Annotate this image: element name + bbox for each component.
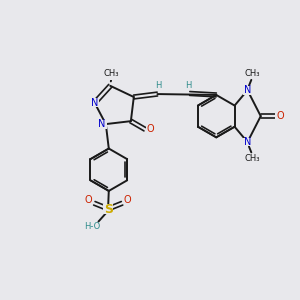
Text: H: H bbox=[185, 81, 191, 90]
Bar bbox=[243, 86, 252, 94]
Text: N: N bbox=[91, 98, 98, 108]
Bar bbox=[85, 196, 94, 205]
Text: N: N bbox=[244, 85, 251, 95]
Bar bbox=[243, 138, 252, 146]
Bar bbox=[123, 196, 131, 205]
Text: H-O: H-O bbox=[84, 222, 100, 231]
Text: N: N bbox=[98, 119, 105, 129]
Bar bbox=[275, 112, 284, 121]
Text: O: O bbox=[85, 195, 93, 205]
Text: N: N bbox=[244, 137, 251, 147]
Text: CH₃: CH₃ bbox=[244, 154, 260, 164]
Bar bbox=[154, 82, 161, 89]
Bar bbox=[103, 204, 113, 214]
Bar bbox=[146, 125, 154, 134]
Text: O: O bbox=[147, 124, 154, 134]
Text: O: O bbox=[124, 195, 131, 205]
Bar bbox=[90, 98, 99, 107]
Text: CH₃: CH₃ bbox=[104, 69, 119, 78]
Bar bbox=[185, 82, 192, 90]
Text: O: O bbox=[277, 111, 284, 121]
Text: H: H bbox=[155, 81, 161, 90]
Text: CH₃: CH₃ bbox=[244, 69, 260, 78]
Text: S: S bbox=[104, 203, 113, 216]
Bar bbox=[104, 71, 116, 80]
Bar bbox=[83, 222, 98, 230]
Bar bbox=[98, 120, 107, 128]
